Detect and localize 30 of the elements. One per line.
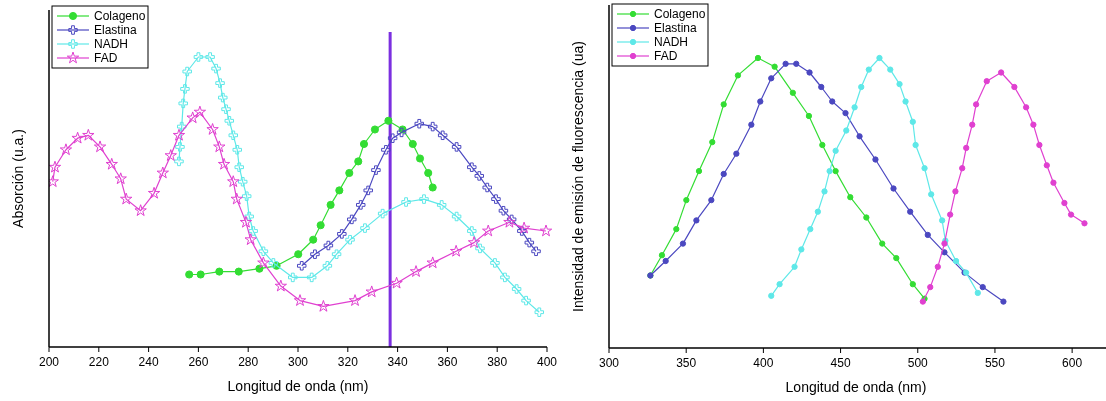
x-tick-label: 280 xyxy=(238,355,259,369)
legend-label: Elastina xyxy=(94,23,138,37)
x-tick-label: 360 xyxy=(437,355,458,369)
x-tick-label: 260 xyxy=(188,355,209,369)
y-axis-title: Intensidad de emisión de fluorescencia (ua) xyxy=(570,41,586,312)
x-tick-label: 300 xyxy=(598,356,620,370)
x-tick-label: 450 xyxy=(830,356,851,370)
x-tick-label: 220 xyxy=(88,355,110,369)
x-tick-label: 600 xyxy=(1062,356,1083,370)
legend-label: FAD xyxy=(654,49,678,63)
legend-label: Colageno xyxy=(654,7,706,21)
legend-label: NADH xyxy=(654,35,689,49)
x-tick-label: 500 xyxy=(907,356,929,370)
legend-label: Colageno xyxy=(94,9,146,23)
legend-label: NADH xyxy=(94,37,129,51)
x-tick-label: 320 xyxy=(337,355,359,369)
x-tick-label: 340 xyxy=(387,355,408,369)
y-axis-title: Absorción (u.a.) xyxy=(10,129,26,228)
x-axis-title: Longitud de onda (nm) xyxy=(785,379,927,395)
x-tick-label: 240 xyxy=(138,355,159,369)
x-tick-label: 400 xyxy=(536,355,558,369)
x-tick-label: 200 xyxy=(38,355,60,369)
legend-label: Elastina xyxy=(654,21,698,35)
x-axis-title: Longitud de onda (nm) xyxy=(227,378,369,394)
x-tick-label: 350 xyxy=(676,356,697,370)
legend-label: FAD xyxy=(94,51,118,65)
x-tick-label: 300 xyxy=(287,355,309,369)
x-tick-label: 400 xyxy=(753,356,774,370)
x-tick-label: 550 xyxy=(984,356,1006,370)
x-tick-label: 380 xyxy=(487,355,508,369)
